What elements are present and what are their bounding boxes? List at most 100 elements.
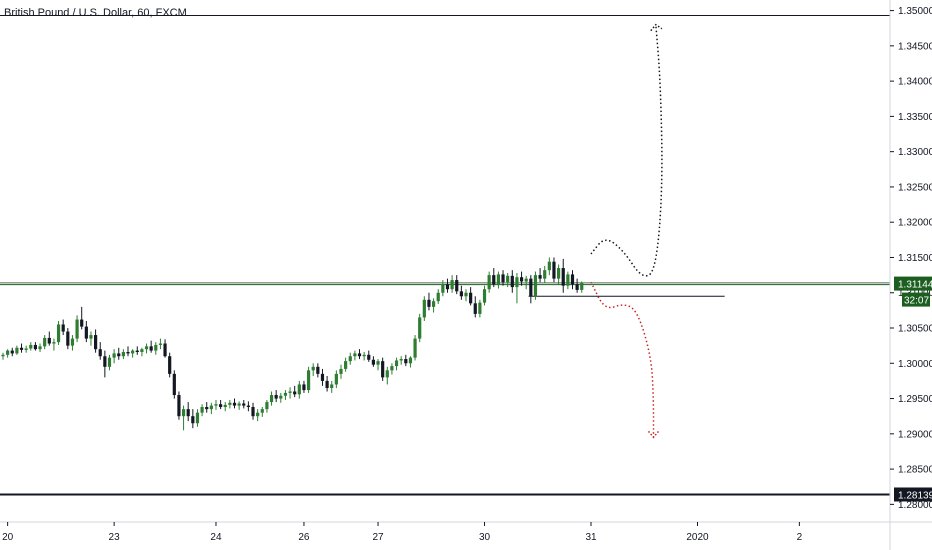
candle-body	[469, 292, 473, 304]
candle-body	[256, 412, 260, 417]
candle-body	[381, 361, 385, 378]
x-tick-label: 2020	[686, 532, 709, 543]
candle-body	[501, 274, 505, 283]
candle-body	[43, 337, 47, 347]
candle-body	[172, 373, 176, 396]
candle-body	[316, 366, 320, 374]
y-tick-label: 1.33500	[898, 112, 932, 123]
candle-body	[394, 360, 399, 367]
x-tick-label: 24	[210, 532, 222, 543]
y-tick-label: 1.29000	[898, 429, 932, 440]
candle-body	[320, 373, 325, 381]
candle-body	[103, 356, 107, 367]
candle-body	[538, 275, 542, 279]
candle-body	[566, 274, 570, 286]
y-tick-label: 1.32000	[898, 218, 932, 229]
candle-body	[459, 291, 463, 297]
candle-body	[478, 302, 482, 314]
candle-body	[274, 395, 278, 399]
candle-body	[506, 275, 510, 283]
y-tick-label: 1.30000	[898, 359, 932, 370]
candle-body	[524, 278, 528, 282]
candle-body	[575, 284, 579, 290]
candle-body	[232, 402, 237, 406]
candle-body	[19, 347, 24, 350]
candle-body	[431, 301, 436, 307]
candle-body	[80, 319, 84, 327]
candle-body	[61, 324, 65, 332]
candle-body	[237, 403, 241, 406]
candle-body	[154, 344, 158, 351]
candle-body	[246, 405, 250, 408]
candle-body	[529, 278, 533, 297]
countdown-label: 32:07	[904, 296, 929, 307]
candle-body	[533, 275, 538, 297]
candle-body	[163, 343, 167, 357]
bullish-arrow-head	[650, 23, 663, 32]
candle-body	[413, 338, 417, 358]
bearish-projection-path	[590, 281, 655, 438]
candle-body	[482, 289, 487, 303]
y-tick-label: 1.32500	[898, 182, 932, 193]
candle-body	[191, 416, 195, 424]
candle-body	[496, 274, 501, 285]
candle-body	[144, 346, 149, 350]
candle-body	[339, 368, 343, 374]
x-tick-label: 31	[585, 532, 597, 543]
candle-body	[455, 280, 459, 292]
candle-body	[15, 347, 19, 354]
candle-body	[427, 299, 431, 307]
candle-body	[348, 356, 352, 362]
candle-body	[385, 370, 389, 378]
price-axis[interactable]: 1.35000 1.34500 1.34000 1.33500 1.33000 1.325…	[889, 0, 932, 550]
time-axis[interactable]: 20 23 24 26 27 30 31 2020 2	[0, 521, 932, 543]
candle-body	[131, 350, 135, 354]
projection-paths	[590, 23, 663, 439]
candle-body	[408, 357, 413, 364]
y-tick-label: 1.34000	[898, 77, 932, 88]
candle-body	[473, 303, 477, 314]
x-tick-label: 2	[797, 532, 803, 543]
x-tick-label: 27	[372, 532, 384, 543]
candle-body	[399, 359, 403, 361]
candle-body	[195, 412, 200, 424]
candle-body	[177, 395, 181, 417]
candle-series	[1, 257, 584, 431]
candle-body	[1, 354, 5, 357]
candle-body	[219, 404, 223, 408]
candle-body	[47, 337, 51, 344]
horizontal-levels	[0, 15, 890, 496]
candle-body	[390, 366, 394, 371]
candle-body	[149, 346, 153, 351]
candle-body	[580, 282, 584, 290]
candle-body	[205, 407, 209, 410]
candle-body	[547, 261, 551, 271]
candle-body	[367, 354, 371, 360]
y-tick-label: 1.29500	[898, 394, 932, 405]
x-tick-label: 23	[109, 532, 121, 543]
current-price-badge	[894, 276, 932, 291]
candle-body	[98, 349, 102, 357]
candle-body	[344, 361, 348, 369]
candle-body	[94, 335, 98, 350]
candle-body	[353, 353, 357, 357]
candle-body	[325, 380, 329, 388]
candle-body	[279, 395, 283, 399]
candle-body	[288, 391, 292, 393]
candle-body	[306, 370, 311, 391]
x-tick-label: 30	[479, 532, 491, 543]
y-tick-label: 1.30500	[898, 324, 932, 335]
candle-body	[181, 409, 186, 417]
candle-body	[464, 292, 468, 297]
candle-body	[283, 392, 288, 396]
candle-body	[330, 384, 334, 388]
candle-body	[515, 277, 519, 288]
y-tick-label: 1.35000	[898, 6, 932, 17]
candle-body	[112, 353, 116, 358]
candle-body	[38, 346, 42, 350]
candle-body	[56, 324, 61, 343]
candle-body	[66, 331, 70, 346]
candle-body	[334, 373, 338, 385]
candle-body	[251, 407, 255, 417]
